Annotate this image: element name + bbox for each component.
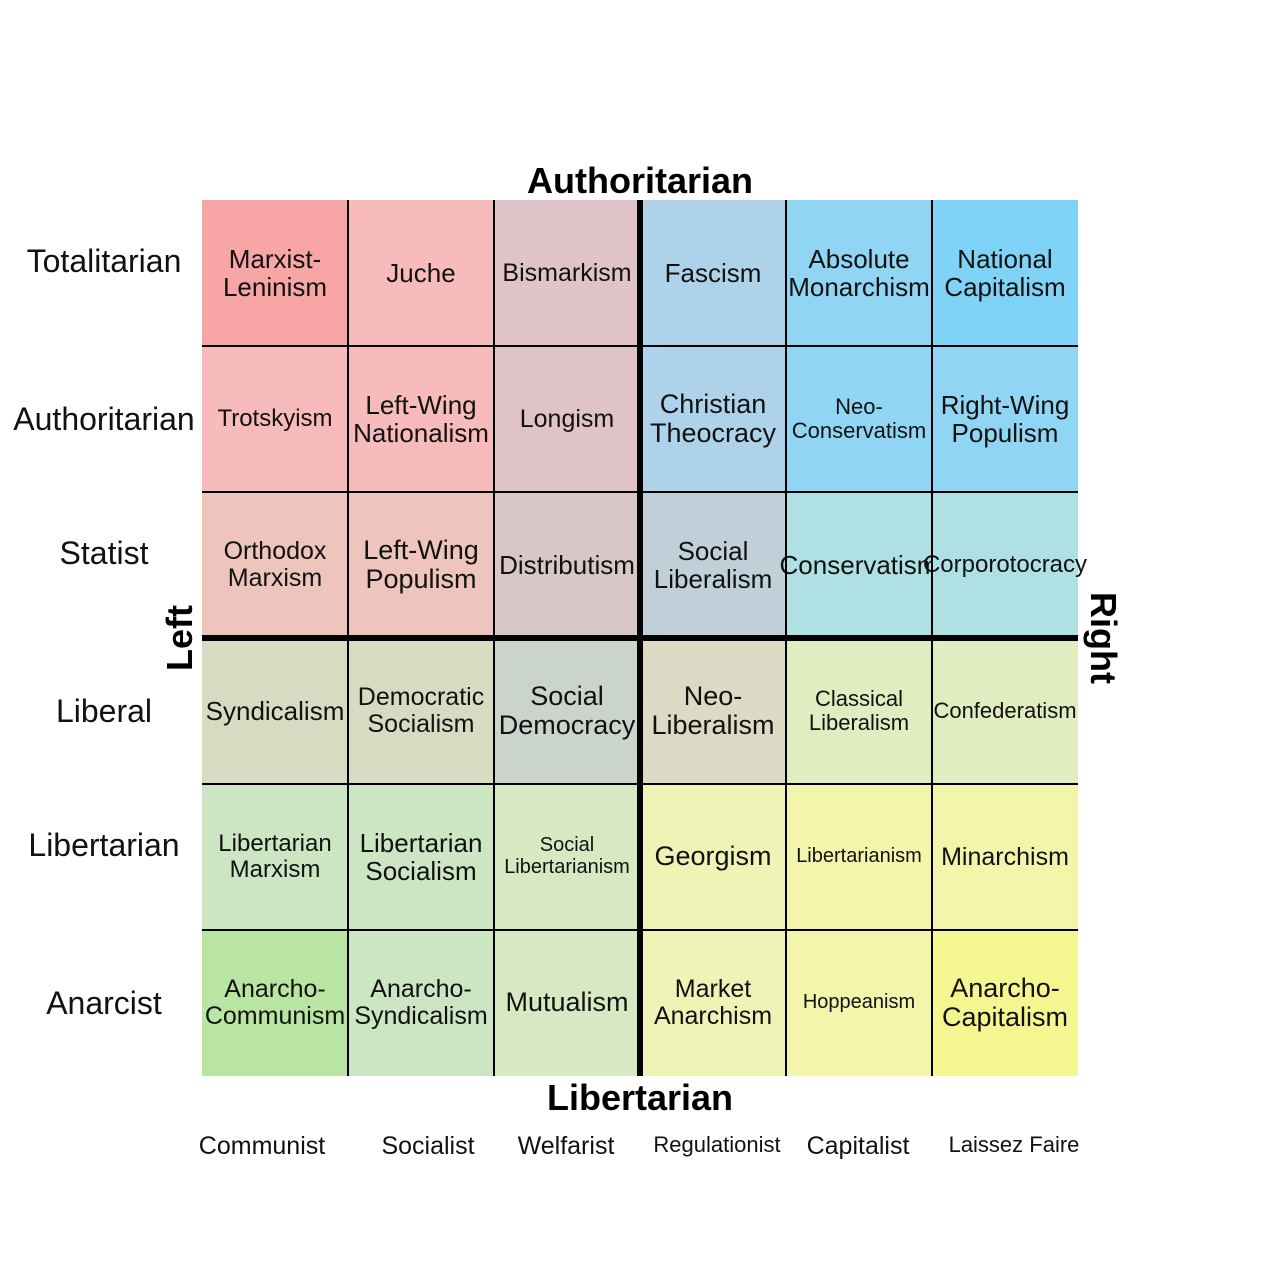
cell-social-libertarianism: Social Libertarianism bbox=[494, 784, 640, 930]
cell-neo--conservatism: Neo- Conservatism bbox=[786, 346, 932, 492]
cell-left-wing-populism: Left-Wing Populism bbox=[348, 492, 494, 638]
row-label-anarcist: Anarcist bbox=[46, 985, 162, 1021]
row-label-libertarian: Libertarian bbox=[28, 827, 180, 863]
cell-absolute-monarchism: Absolute Monarchism bbox=[786, 200, 932, 346]
cell-christian-theocracy: Christian Theocracy bbox=[640, 346, 786, 492]
column-label-welfarist: Welfarist bbox=[517, 1132, 615, 1160]
cell-trotskyism: Trotskyism bbox=[202, 346, 348, 492]
cell-classical-liberalism: Classical Liberalism bbox=[786, 638, 932, 784]
column-label-communist: Communist bbox=[198, 1132, 326, 1160]
row-label-statist: Statist bbox=[59, 535, 149, 571]
cell-libertarian-marxism: Libertarian Marxism bbox=[202, 784, 348, 930]
column-label-regulationist: Regulationist bbox=[653, 1132, 781, 1157]
cell-conservatism: Conservatism bbox=[780, 492, 938, 638]
cell-juche: Juche bbox=[348, 200, 494, 346]
axis-label-left: Left bbox=[159, 605, 200, 671]
column-label-laissez-faire: Laissez Faire bbox=[948, 1132, 1080, 1157]
axis-label-top: Authoritarian bbox=[526, 160, 753, 201]
cell-libertarianism: Libertarianism bbox=[786, 784, 932, 930]
axis-label-right: Right bbox=[1083, 592, 1124, 684]
cell-distributism: Distributism bbox=[494, 492, 640, 638]
column-label-socialist: Socialist bbox=[381, 1132, 475, 1160]
column-label-capitalist: Capitalist bbox=[806, 1132, 910, 1160]
cell-libertarian-socialism: Libertarian Socialism bbox=[348, 784, 494, 930]
cell-neo--liberalism: Neo- Liberalism bbox=[640, 638, 786, 784]
cell-hoppeanism: Hoppeanism bbox=[786, 930, 932, 1076]
grid-horizontal-line bbox=[202, 635, 1078, 641]
cell-anarcho--syndicalism: Anarcho- Syndicalism bbox=[348, 930, 494, 1076]
cell-longism: Longism bbox=[494, 346, 640, 492]
cell-national-capitalism: National Capitalism bbox=[932, 200, 1078, 346]
row-label-liberal: Liberal bbox=[55, 693, 153, 729]
row-label-totalitarian: Totalitarian bbox=[26, 243, 182, 279]
cell-georgism: Georgism bbox=[640, 784, 786, 930]
cell-minarchism: Minarchism bbox=[932, 784, 1078, 930]
cell-market-anarchism: Market Anarchism bbox=[640, 930, 786, 1076]
grid-vertical-line bbox=[931, 200, 933, 1076]
grid-horizontal-line bbox=[202, 783, 1078, 785]
cell-bismarkism: Bismarkism bbox=[494, 200, 640, 346]
cell-syndicalism: Syndicalism bbox=[202, 638, 348, 784]
cell-right-wing-populism: Right-Wing Populism bbox=[932, 346, 1078, 492]
cell-social-liberalism: Social Liberalism bbox=[640, 492, 786, 638]
cell-anarcho--communism: Anarcho- Communism bbox=[202, 930, 348, 1076]
cell-fascism: Fascism bbox=[640, 200, 786, 346]
axis-label-bottom: Libertarian bbox=[546, 1077, 734, 1118]
cell-democratic-socialism: Democratic Socialism bbox=[348, 638, 494, 784]
cell-mutualism: Mutualism bbox=[494, 930, 640, 1076]
grid-horizontal-line bbox=[202, 929, 1078, 931]
cell-marxist--leninism: Marxist- Leninism bbox=[202, 200, 348, 346]
cell-left-wing-nationalism: Left-Wing Nationalism bbox=[348, 346, 494, 492]
cell-anarcho--capitalism: Anarcho- Capitalism bbox=[932, 930, 1078, 1076]
row-label-authoritarian: Authoritarian bbox=[13, 401, 195, 437]
grid-vertical-line bbox=[785, 200, 787, 1076]
cell-confederatism: Confederatism bbox=[932, 638, 1078, 784]
cell-social-democracy: Social Democracy bbox=[494, 638, 640, 784]
cell-orthodox-marxism: Orthodox Marxism bbox=[202, 492, 348, 638]
cell-corporotocracy: Corporotocracy bbox=[923, 492, 1087, 638]
compass-grid: Marxist- Leninism Juche Bismarkism Fascism A… bbox=[202, 200, 1087, 1076]
